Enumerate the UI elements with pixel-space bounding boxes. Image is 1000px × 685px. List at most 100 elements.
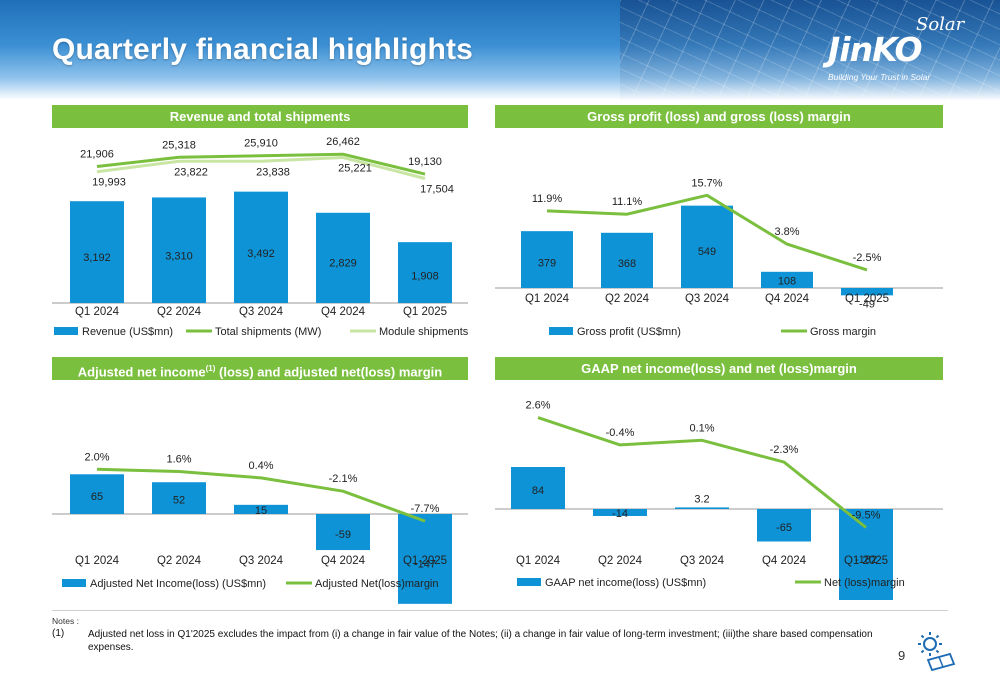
- line-data-label: 26,462: [326, 136, 360, 148]
- bar: [316, 212, 370, 303]
- bar-data-label: -49: [859, 298, 875, 310]
- series-line: [546, 193, 868, 272]
- bar: [234, 191, 288, 303]
- gaap-net-income-chart: 84 -14 3.2 -65 -182 2.6% -0.4% 0.1% -2.3% -9.5% Q1…: [495, 400, 943, 600]
- category-tick-label: Q1 2024: [525, 293, 570, 305]
- revenue-shipments-chart: 3,192 3,310 3,492 2,829 1,908 21,906 25,318 25,…: [52, 136, 469, 338]
- line-data-label: -7.7%: [411, 503, 440, 515]
- bar: [398, 242, 452, 303]
- bar-data-label: -59: [335, 529, 351, 541]
- bar: [152, 197, 206, 303]
- legend-bar-swatch: [517, 578, 541, 586]
- gaap-header-text: GAAP net income(loss) and net (loss)marg…: [581, 361, 857, 376]
- line-data-label: 19,130: [408, 156, 442, 168]
- bar-data-label: 3,492: [247, 248, 275, 260]
- bar-data-label: 368: [618, 258, 636, 270]
- bar-data-label: -14: [612, 508, 628, 520]
- page-number: 9: [898, 648, 906, 663]
- adjusted-section-header: Adjusted net income(1) (loss) and adjust…: [52, 357, 468, 380]
- category-tick-label: Q1 2025: [845, 293, 889, 305]
- bar: [681, 205, 733, 288]
- bar-data-label: 15: [255, 505, 267, 517]
- legend-entry: Adjusted Net Income(loss) (US$mn): [90, 578, 266, 590]
- series-line: [96, 156, 426, 180]
- bar: [841, 288, 893, 296]
- bar-data-label: -182: [855, 554, 877, 566]
- bar: [521, 231, 573, 288]
- bar-data-label: 3,310: [165, 250, 193, 262]
- bar: [757, 509, 811, 542]
- series-line: [537, 416, 867, 529]
- adjusted-header-text-a: Adjusted net income: [77, 364, 206, 380]
- line-data-label: 23,822: [174, 166, 208, 178]
- legend-entry: Gross margin: [810, 326, 876, 338]
- bar: [511, 467, 565, 509]
- legend-entry: Adjusted Net(loss)margin: [315, 578, 439, 590]
- bar-data-label: 2,829: [329, 257, 357, 269]
- series-line: [96, 152, 426, 176]
- line-data-label: 3.8%: [774, 226, 799, 238]
- line-data-label: 0.1%: [689, 422, 714, 434]
- legend-bar-swatch: [54, 327, 78, 335]
- category-tick-label: Q1 2025: [844, 555, 888, 567]
- gross-profit-chart: 379 368 549 108 -49 11.9% 11.1% 15.7% 3.8% -2.5% Q…: [495, 177, 943, 338]
- category-tick-label: Q1 2025: [403, 306, 447, 318]
- line-data-label: 25,318: [162, 139, 196, 151]
- line-data-label: 25,910: [244, 138, 278, 150]
- bar: [839, 509, 893, 600]
- series-line: [96, 467, 426, 523]
- line-data-label: 2.0%: [84, 451, 109, 463]
- line-data-label: -2.5%: [853, 252, 882, 264]
- bar-data-label: 1,908: [411, 271, 439, 283]
- bar-data-label: 379: [538, 257, 556, 269]
- bar-data-label: 84: [532, 485, 544, 497]
- category-tick-label: Q4 2024: [321, 555, 366, 567]
- line-data-label: -2.3%: [770, 444, 799, 456]
- bar: [152, 482, 206, 514]
- bar: [398, 514, 452, 604]
- legend-entry: Total shipments (MW): [215, 326, 321, 338]
- line-data-label: 0.4%: [248, 460, 273, 472]
- bar: [70, 474, 124, 514]
- bar: [234, 504, 288, 514]
- category-tick-label: Q3 2024: [680, 555, 725, 567]
- jinko-solar-logo: Solar JinKO Building Your Trust in Solar: [828, 14, 988, 88]
- line-data-label: 15.7%: [691, 177, 722, 189]
- legend-entry: Gross profit (US$mn): [577, 326, 681, 338]
- footnote-marker: (1): [205, 364, 216, 373]
- adjusted-header-text-b: (loss) and adjusted net(loss) margin: [215, 364, 443, 380]
- bar-data-label: 3,192: [83, 252, 111, 264]
- revenue-section-header: Revenue and total shipments: [52, 105, 468, 128]
- category-tick-label: Q1 2024: [516, 555, 561, 567]
- line-data-label: 11.1%: [612, 196, 643, 208]
- logo-tagline: Building Your Trust in Solar: [828, 72, 931, 82]
- bar: [593, 509, 647, 516]
- bar-data-label: -65: [776, 522, 792, 534]
- category-tick-label: Q3 2024: [239, 555, 284, 567]
- category-tick-label: Q2 2024: [157, 306, 202, 318]
- bar-data-label: 108: [778, 276, 796, 288]
- bar-data-label: 65: [91, 491, 103, 503]
- category-tick-label: Q4 2024: [321, 306, 366, 318]
- revenue-header-text: Revenue and total shipments: [169, 109, 351, 124]
- header-banner: [0, 0, 1000, 100]
- page-title: Quarterly financial highlights: [52, 33, 474, 66]
- logo-solar-text: Solar: [916, 14, 965, 35]
- category-tick-label: Q4 2024: [765, 293, 810, 305]
- gaap-section-header: GAAP net income(loss) and net (loss)marg…: [495, 357, 943, 380]
- bar-data-label: 549: [698, 246, 716, 258]
- category-tick-label: Q1 2024: [75, 555, 120, 567]
- bar: [675, 507, 729, 509]
- note-text: Adjusted net loss in Q1'2025 excludes th…: [88, 629, 873, 653]
- category-tick-label: Q2 2024: [605, 293, 650, 305]
- legend-entry: Revenue (US$mn): [82, 326, 173, 338]
- bar: [761, 271, 813, 288]
- bar: [601, 232, 653, 288]
- note-marker: (1): [52, 628, 65, 639]
- line-data-label: 1.6%: [166, 453, 191, 465]
- logo-brand-text: JinKO: [828, 30, 923, 69]
- category-tick-label: Q1 2024: [75, 306, 120, 318]
- line-data-label: 25,221: [338, 163, 372, 175]
- category-tick-label: Q1 2025: [403, 555, 447, 567]
- legend-entry: Module shipments: [379, 326, 469, 338]
